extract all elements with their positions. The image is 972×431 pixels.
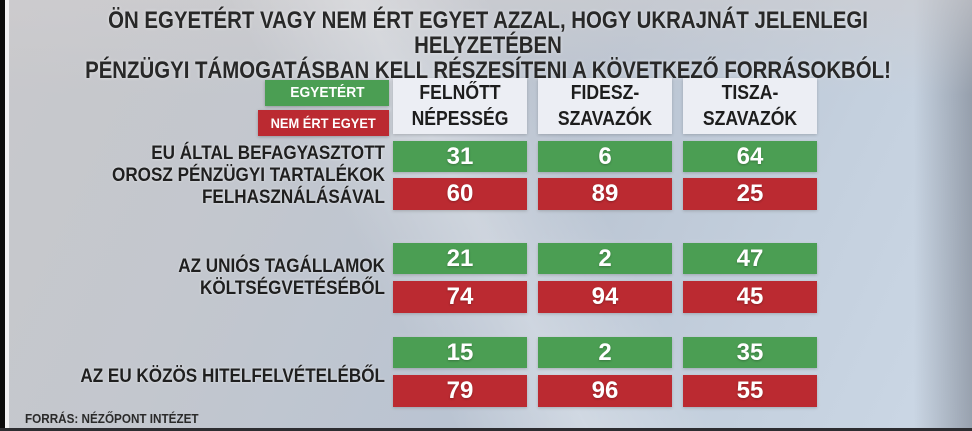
- disagree-value-cell: 60: [393, 178, 527, 210]
- agree-value-cell: 31: [393, 141, 527, 172]
- source-label: FORRÁS: NÉZŐPONT INTÉZET: [25, 411, 199, 426]
- disagree-value-cell: 25: [683, 178, 817, 210]
- legend-agree-label: EGYETÉRT: [289, 84, 365, 101]
- disagree-value-cell: 55: [683, 375, 817, 407]
- column-header-line: FELNŐTT: [419, 82, 501, 104]
- row-label-line: EU ÁLTAL BEFAGYASZTOTT: [151, 143, 385, 164]
- agree-value-cell: 6: [538, 141, 672, 172]
- row-label-line: AZ EU KÖZÖS HITELFELVÉTELÉBŐL: [80, 366, 385, 387]
- column-header-fidesz-szavazok: FIDESZ- SZAVAZÓK: [538, 78, 672, 134]
- disagree-value-cell: 79: [393, 375, 527, 407]
- legend-agree: EGYETÉRT: [265, 80, 389, 106]
- column-header-felnott-nepesseg: FELNŐTT NÉPESSÉG: [393, 78, 527, 134]
- column-header-tisza-szavazok: TISZA- SZAVAZÓK: [683, 78, 817, 134]
- disagree-value-cell: 94: [538, 281, 672, 313]
- column-header-line: TISZA-: [721, 82, 779, 104]
- row-label-line: AZ UNIÓS TAGÁLLAMOK: [178, 256, 385, 277]
- row-label-line: FELHASZNÁLÁSÁVAL: [201, 187, 385, 208]
- agree-value-cell: 21: [393, 243, 527, 274]
- row-label-eu-member-state-budgets: AZ UNIÓS TAGÁLLAMOK KÖLTSÉGVETÉSÉBŐL: [39, 256, 385, 300]
- row-label-line: KÖLTSÉGVETÉSÉBŐL: [200, 278, 385, 299]
- agree-value-cell: 2: [538, 337, 672, 368]
- disagree-value-cell: 96: [538, 375, 672, 407]
- chart-title: ÖN EGYETÉRT VAGY NEM ÉRT EGYET AZZAL, HO…: [82, 8, 895, 83]
- column-header-line: NÉPESSÉG: [411, 108, 509, 130]
- legend-disagree-label: NEM ÉRT EGYET: [270, 115, 377, 131]
- agree-value-cell: 35: [683, 337, 817, 368]
- disagree-value-cell: 74: [393, 281, 527, 313]
- legend-disagree: NEM ÉRT EGYET: [258, 110, 389, 136]
- agree-value-cell: 47: [683, 243, 817, 274]
- column-header-line: SZAVAZÓK: [557, 108, 653, 130]
- bottom-frame-line: [0, 428, 972, 431]
- left-frame-bar: [0, 0, 5, 431]
- disagree-value-cell: 89: [538, 178, 672, 210]
- row-label-line: OROSZ PÉNZÜGYI TARTALÉKOK: [112, 165, 386, 186]
- agree-value-cell: 2: [538, 243, 672, 274]
- agree-value-cell: 64: [683, 141, 817, 172]
- column-header-line: FIDESZ-: [570, 82, 640, 104]
- agree-value-cell: 15: [393, 337, 527, 368]
- row-label-frozen-russian-reserves: EU ÁLTAL BEFAGYASZTOTT OROSZ PÉNZÜGYI TA…: [39, 143, 386, 209]
- disagree-value-cell: 45: [683, 281, 817, 313]
- column-header-line: SZAVAZÓK: [702, 108, 798, 130]
- title-line-1: ÖN EGYETÉRT VAGY NEM ÉRT EGYET AZZAL, HO…: [108, 7, 868, 59]
- row-label-eu-joint-borrowing: AZ EU KÖZÖS HITELFELVÉTELÉBŐL: [39, 366, 386, 388]
- left-frame-highlight: [5, 0, 9, 431]
